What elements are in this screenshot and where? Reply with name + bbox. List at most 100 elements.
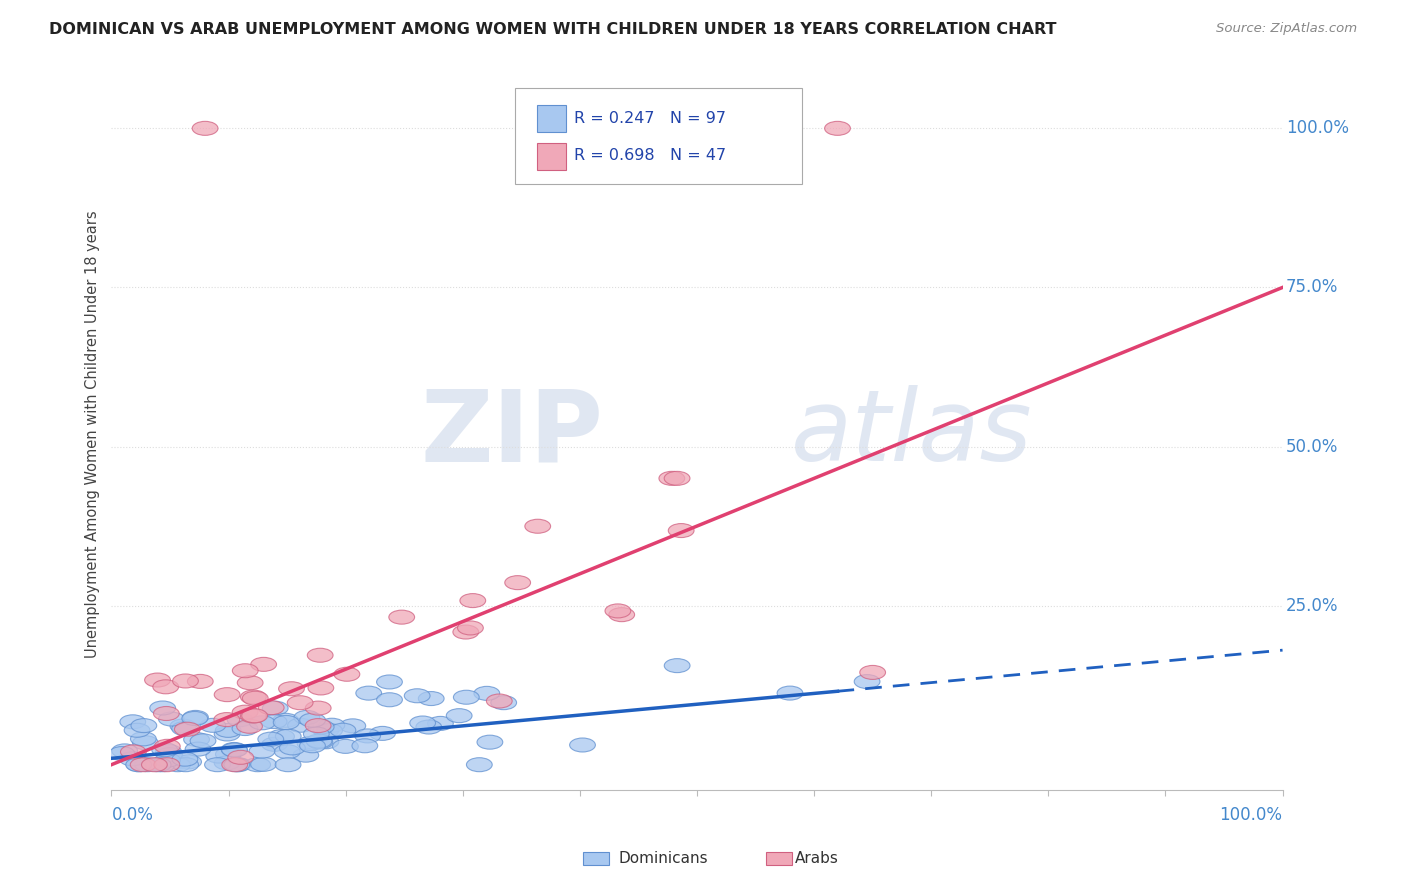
- Ellipse shape: [172, 722, 197, 736]
- Ellipse shape: [477, 735, 503, 749]
- Text: 25.0%: 25.0%: [1286, 597, 1339, 615]
- Ellipse shape: [174, 723, 200, 736]
- Ellipse shape: [340, 719, 366, 733]
- Ellipse shape: [221, 742, 247, 756]
- Ellipse shape: [131, 719, 156, 732]
- Ellipse shape: [224, 757, 250, 772]
- Ellipse shape: [155, 753, 180, 767]
- Ellipse shape: [330, 723, 356, 737]
- Ellipse shape: [860, 665, 886, 680]
- Ellipse shape: [214, 727, 240, 741]
- Ellipse shape: [308, 720, 335, 734]
- Ellipse shape: [150, 701, 176, 715]
- Ellipse shape: [184, 732, 209, 747]
- Ellipse shape: [214, 756, 240, 770]
- Ellipse shape: [262, 714, 287, 729]
- Ellipse shape: [276, 757, 301, 772]
- FancyBboxPatch shape: [537, 143, 565, 170]
- Ellipse shape: [238, 676, 263, 690]
- Ellipse shape: [120, 714, 146, 729]
- Ellipse shape: [240, 709, 266, 723]
- Ellipse shape: [236, 719, 263, 733]
- Ellipse shape: [354, 729, 381, 743]
- Ellipse shape: [778, 686, 803, 700]
- Ellipse shape: [474, 686, 499, 700]
- Ellipse shape: [145, 757, 172, 772]
- Ellipse shape: [159, 712, 184, 726]
- Ellipse shape: [149, 757, 176, 772]
- Ellipse shape: [155, 739, 180, 754]
- Ellipse shape: [214, 688, 240, 702]
- Ellipse shape: [166, 755, 191, 769]
- Ellipse shape: [249, 744, 274, 758]
- Ellipse shape: [356, 686, 381, 700]
- Ellipse shape: [409, 716, 436, 730]
- Y-axis label: Unemployment Among Women with Children Under 18 years: Unemployment Among Women with Children U…: [86, 210, 100, 657]
- Ellipse shape: [245, 757, 270, 772]
- Ellipse shape: [131, 731, 156, 746]
- Ellipse shape: [427, 716, 453, 731]
- FancyBboxPatch shape: [516, 88, 803, 185]
- Text: Source: ZipAtlas.com: Source: ZipAtlas.com: [1216, 22, 1357, 36]
- Ellipse shape: [664, 471, 690, 485]
- Ellipse shape: [225, 757, 252, 772]
- Ellipse shape: [352, 739, 378, 753]
- Ellipse shape: [307, 734, 332, 748]
- Ellipse shape: [276, 730, 301, 743]
- Ellipse shape: [173, 674, 198, 688]
- Ellipse shape: [314, 723, 339, 738]
- Ellipse shape: [200, 718, 226, 732]
- Ellipse shape: [172, 752, 198, 766]
- Ellipse shape: [257, 732, 284, 746]
- Ellipse shape: [294, 710, 319, 724]
- Ellipse shape: [222, 757, 247, 772]
- Ellipse shape: [292, 748, 319, 762]
- Ellipse shape: [299, 739, 325, 753]
- Ellipse shape: [262, 738, 287, 751]
- Ellipse shape: [153, 757, 180, 772]
- Text: 50.0%: 50.0%: [1286, 437, 1339, 456]
- Text: ZIP: ZIP: [420, 385, 603, 483]
- Ellipse shape: [153, 706, 179, 721]
- Ellipse shape: [153, 680, 179, 694]
- Text: 0.0%: 0.0%: [111, 806, 153, 824]
- Ellipse shape: [319, 718, 344, 732]
- Ellipse shape: [825, 121, 851, 136]
- Text: 100.0%: 100.0%: [1286, 120, 1350, 137]
- Ellipse shape: [222, 743, 247, 757]
- Ellipse shape: [274, 745, 301, 759]
- Ellipse shape: [335, 667, 360, 681]
- Ellipse shape: [569, 738, 595, 752]
- Ellipse shape: [242, 709, 267, 723]
- Ellipse shape: [460, 593, 485, 607]
- Ellipse shape: [467, 757, 492, 772]
- Ellipse shape: [263, 701, 288, 715]
- Ellipse shape: [186, 742, 211, 756]
- Ellipse shape: [278, 681, 304, 696]
- Ellipse shape: [240, 690, 266, 704]
- Ellipse shape: [152, 743, 177, 756]
- Ellipse shape: [416, 720, 441, 734]
- Ellipse shape: [124, 723, 150, 738]
- Ellipse shape: [170, 719, 195, 733]
- Ellipse shape: [187, 674, 214, 689]
- Ellipse shape: [228, 713, 253, 727]
- Text: DOMINICAN VS ARAB UNEMPLOYMENT AMONG WOMEN WITH CHILDREN UNDER 18 YEARS CORRELAT: DOMINICAN VS ARAB UNEMPLOYMENT AMONG WOM…: [49, 22, 1057, 37]
- Ellipse shape: [132, 736, 159, 750]
- Ellipse shape: [609, 607, 634, 622]
- Ellipse shape: [664, 658, 690, 673]
- Ellipse shape: [377, 693, 402, 706]
- Ellipse shape: [446, 708, 472, 723]
- Ellipse shape: [273, 715, 299, 730]
- Ellipse shape: [280, 741, 305, 755]
- Ellipse shape: [491, 696, 516, 710]
- Ellipse shape: [250, 657, 277, 672]
- Ellipse shape: [181, 712, 208, 725]
- Ellipse shape: [242, 691, 269, 706]
- Ellipse shape: [215, 747, 242, 761]
- Ellipse shape: [205, 757, 231, 772]
- Ellipse shape: [121, 745, 146, 759]
- Text: Dominicans: Dominicans: [619, 851, 709, 865]
- Ellipse shape: [250, 757, 277, 772]
- Ellipse shape: [389, 610, 415, 624]
